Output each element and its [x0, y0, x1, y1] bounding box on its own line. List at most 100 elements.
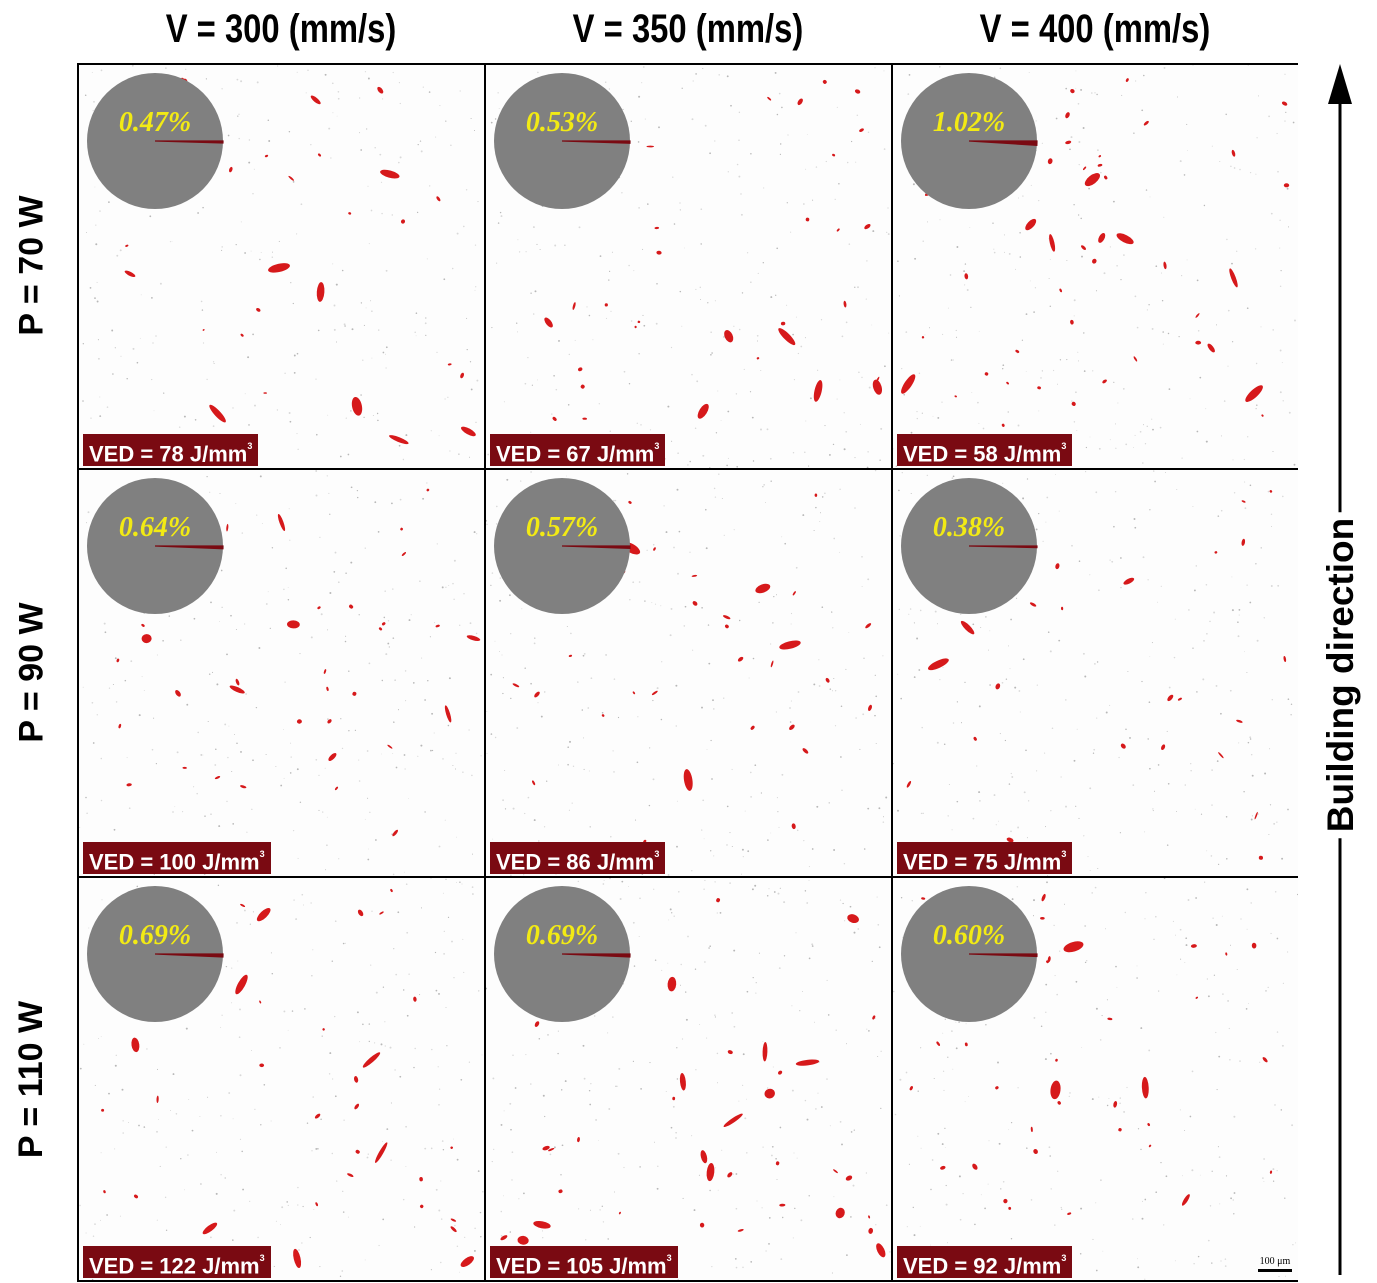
- matrix-speck: [1113, 381, 1115, 383]
- matrix-speck: [521, 608, 523, 610]
- matrix-speck: [239, 1138, 242, 1140]
- matrix-speck: [964, 284, 966, 286]
- pore: [317, 606, 321, 610]
- pore: [845, 1175, 853, 1181]
- pore: [876, 1243, 886, 1258]
- matrix-speck: [348, 670, 350, 672]
- matrix-speck: [100, 1036, 102, 1038]
- matrix-speck: [882, 655, 884, 657]
- matrix-speck: [679, 290, 682, 293]
- matrix-speck: [1061, 1208, 1063, 1210]
- matrix-speck: [284, 372, 286, 375]
- matrix-speck: [835, 1029, 837, 1031]
- matrix-speck: [99, 1219, 102, 1221]
- matrix-speck: [99, 396, 101, 398]
- pore: [124, 270, 136, 278]
- matrix-speck: [122, 1132, 124, 1134]
- matrix-speck: [707, 302, 709, 304]
- pore: [755, 583, 771, 594]
- matrix-speck: [341, 269, 344, 272]
- matrix-speck: [419, 580, 421, 583]
- matrix-speck: [311, 1150, 313, 1152]
- pore: [214, 776, 221, 780]
- matrix-speck: [850, 140, 853, 143]
- row-label-p110-text: P = 110 W: [12, 1000, 51, 1158]
- matrix-speck: [689, 551, 691, 553]
- matrix-speck: [456, 836, 457, 838]
- pore: [558, 1189, 563, 1194]
- matrix-speck: [772, 622, 774, 624]
- matrix-speck: [1056, 383, 1058, 385]
- matrix-speck: [1179, 928, 1182, 931]
- matrix-speck: [962, 1192, 964, 1195]
- pore: [347, 1173, 354, 1177]
- pore: [316, 282, 325, 302]
- matrix-speck: [143, 612, 145, 615]
- pore: [256, 307, 261, 312]
- matrix-speck: [424, 1147, 427, 1150]
- matrix-speck: [443, 278, 446, 281]
- matrix-speck: [589, 1103, 592, 1106]
- pore: [375, 1142, 388, 1163]
- matrix-speck: [1069, 1092, 1071, 1094]
- matrix-speck: [1216, 324, 1217, 326]
- matrix-speck: [1163, 216, 1165, 218]
- matrix-speck: [449, 450, 451, 452]
- matrix-speck: [288, 508, 290, 510]
- matrix-speck: [248, 424, 250, 426]
- matrix-speck: [1238, 742, 1240, 744]
- matrix-speck: [775, 711, 777, 713]
- matrix-speck: [442, 892, 444, 894]
- matrix-speck: [1076, 728, 1078, 730]
- pore: [775, 1161, 780, 1166]
- matrix-speck: [820, 319, 823, 321]
- matrix-speck: [180, 639, 182, 641]
- matrix-speck: [1084, 961, 1087, 964]
- pore: [1133, 356, 1138, 362]
- matrix-speck: [296, 768, 299, 771]
- pore: [552, 416, 557, 421]
- matrix-speck: [1094, 663, 1096, 665]
- pore: [618, 1211, 621, 1215]
- pore: [380, 169, 400, 179]
- pore: [460, 426, 476, 437]
- matrix-speck: [1249, 738, 1252, 740]
- matrix-speck: [770, 296, 773, 299]
- matrix-speck: [1267, 490, 1270, 493]
- matrix-speck: [743, 368, 745, 370]
- matrix-speck: [288, 412, 291, 414]
- matrix-speck: [874, 1018, 876, 1019]
- matrix-speck: [1227, 365, 1229, 367]
- matrix-speck: [833, 849, 836, 851]
- matrix-speck: [707, 624, 710, 626]
- matrix-speck: [1229, 1058, 1231, 1061]
- matrix-speck: [820, 1106, 823, 1108]
- matrix-speck: [462, 938, 464, 940]
- matrix-speck: [435, 989, 438, 992]
- matrix-speck: [845, 321, 848, 324]
- matrix-speck: [500, 1210, 503, 1213]
- matrix-speck: [1233, 1213, 1235, 1215]
- matrix-speck: [1293, 463, 1296, 466]
- matrix-speck: [572, 765, 575, 767]
- matrix-speck: [340, 718, 342, 720]
- row-label-p90-text: P = 90 W: [12, 601, 51, 743]
- matrix-speck: [1089, 574, 1091, 576]
- matrix-speck: [609, 878, 611, 880]
- matrix-speck: [943, 743, 946, 746]
- matrix-speck: [304, 1008, 306, 1010]
- matrix-speck: [831, 611, 833, 613]
- matrix-speck: [939, 66, 941, 68]
- matrix-speck: [430, 749, 432, 752]
- matrix-speck: [1184, 1130, 1186, 1132]
- pore: [1251, 942, 1257, 949]
- matrix-speck: [193, 786, 195, 788]
- matrix-speck: [1161, 300, 1164, 302]
- matrix-speck: [1060, 776, 1062, 778]
- pore: [351, 396, 363, 416]
- pore: [1041, 893, 1046, 902]
- matrix-speck: [114, 347, 116, 349]
- matrix-speck: [945, 1184, 947, 1187]
- matrix-speck: [547, 1034, 549, 1036]
- matrix-speck: [581, 709, 584, 711]
